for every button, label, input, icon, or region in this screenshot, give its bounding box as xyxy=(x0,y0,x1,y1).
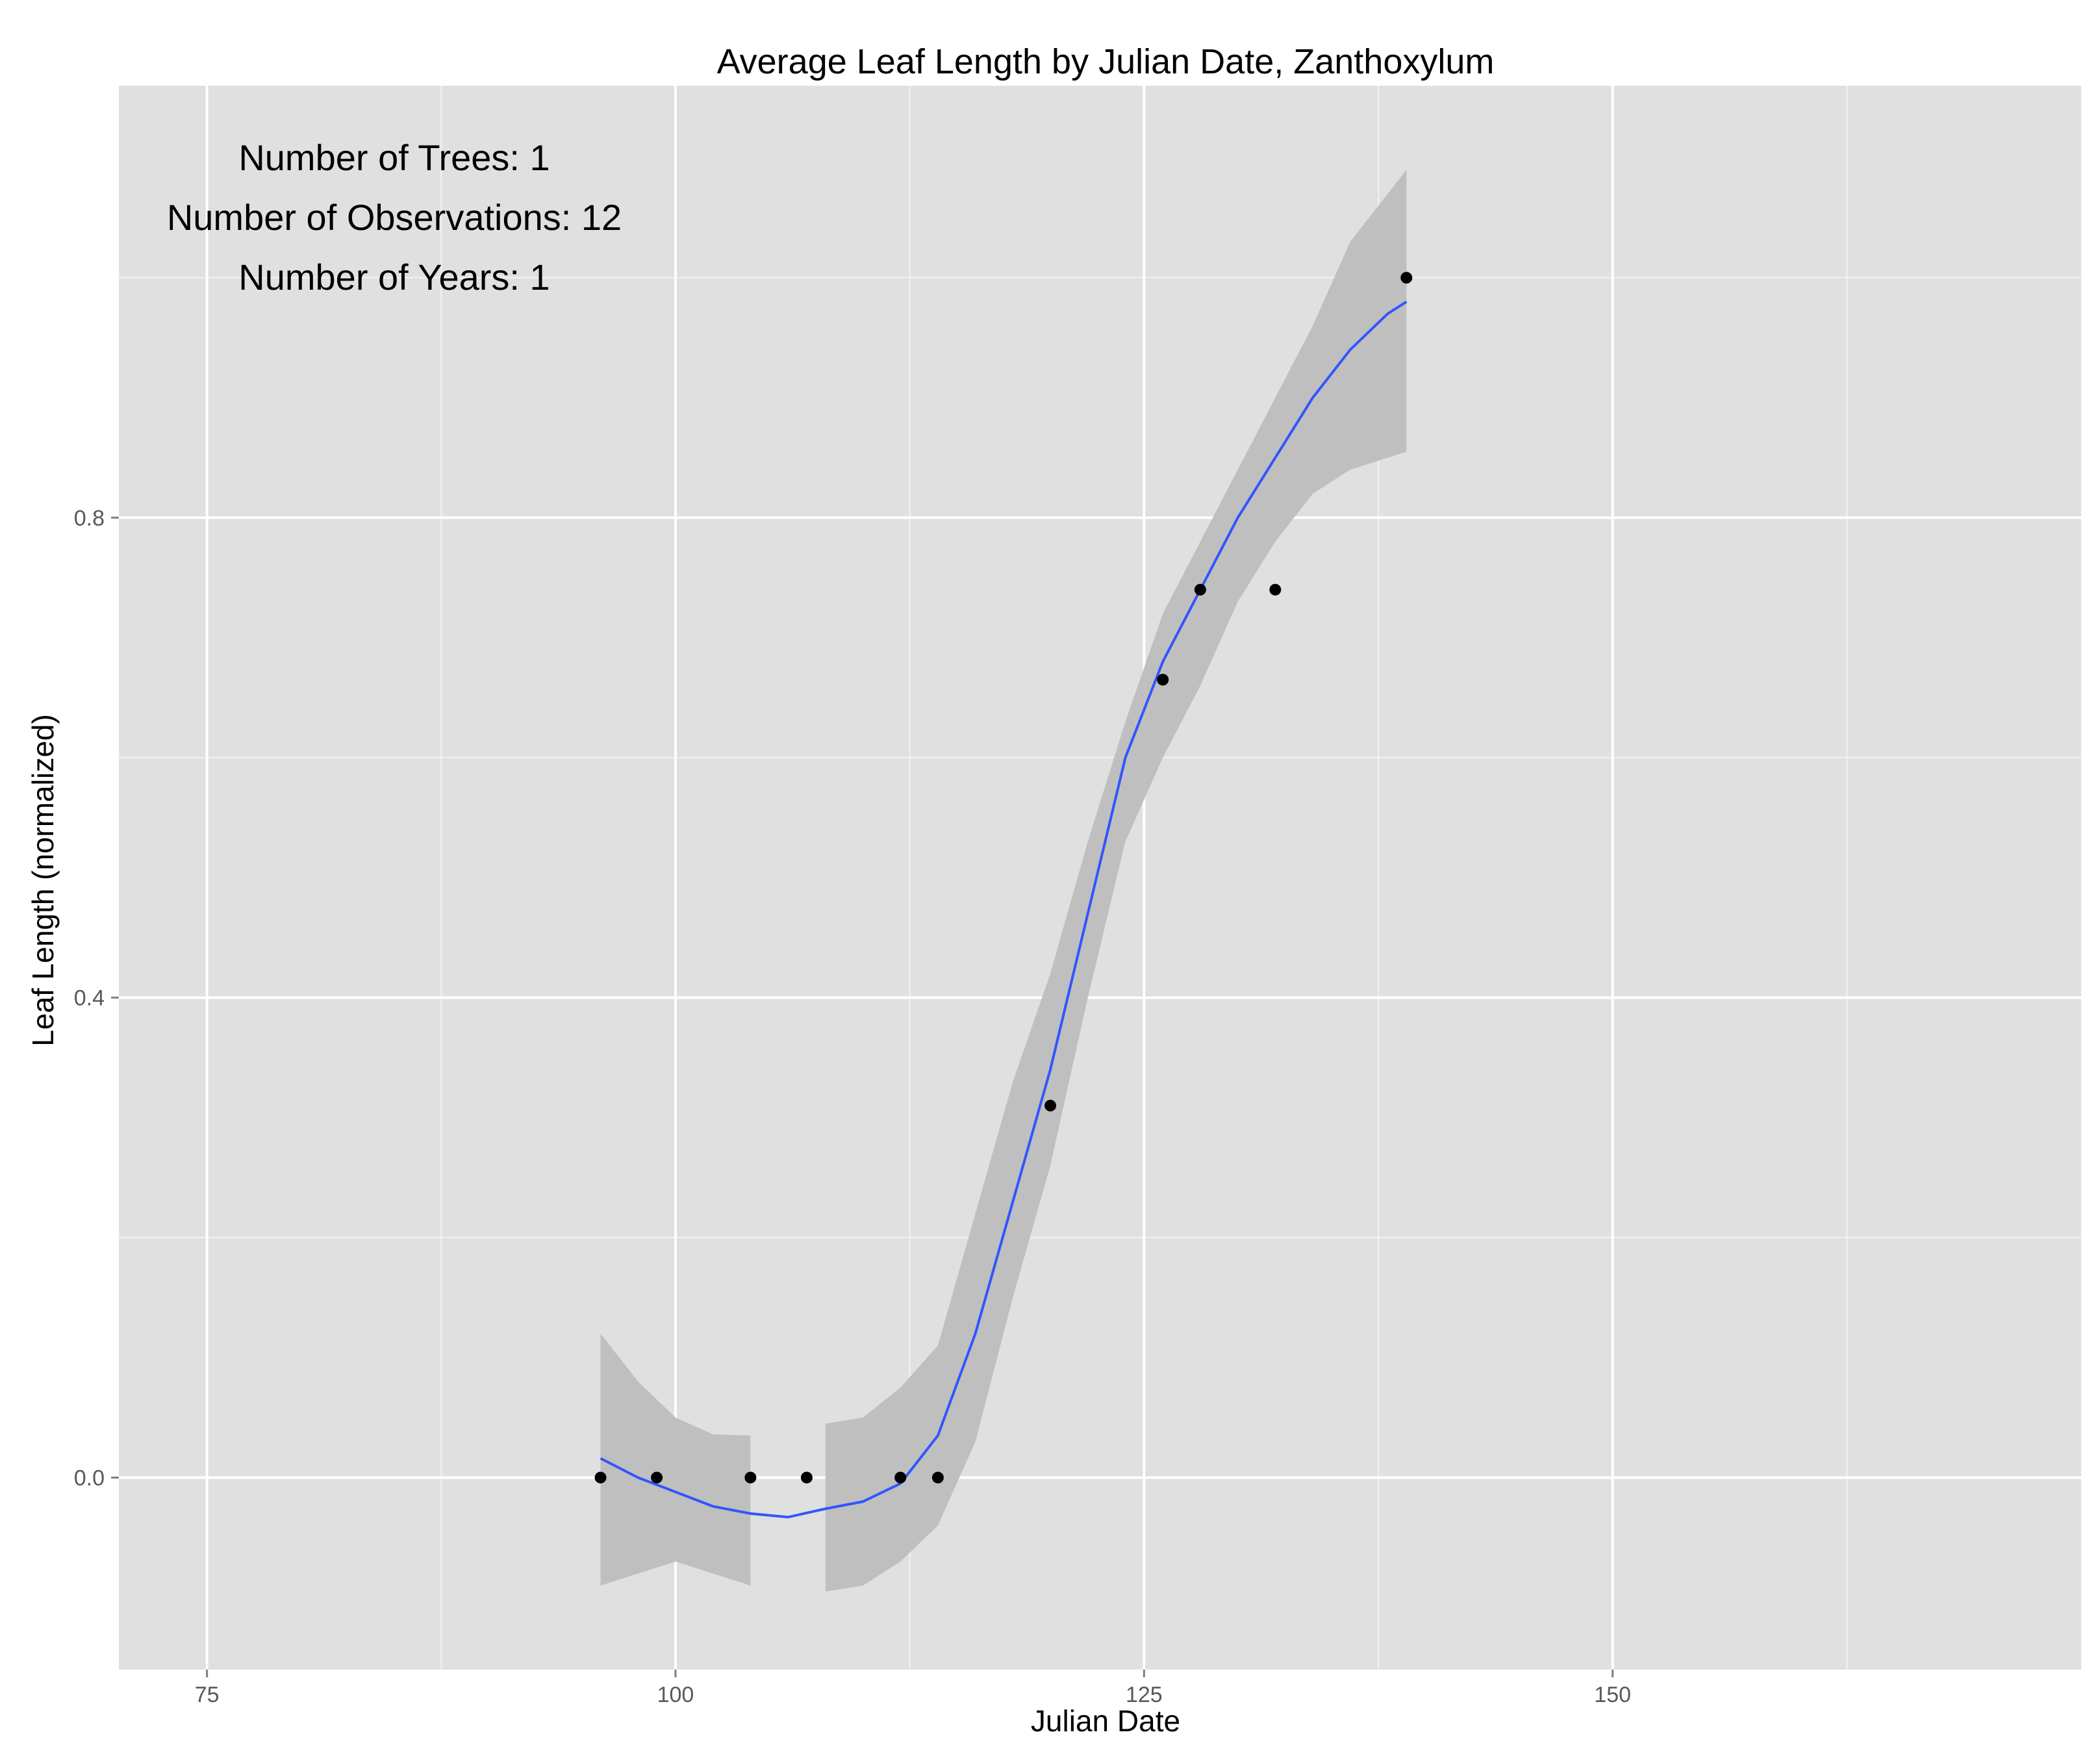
ribbon-segment xyxy=(825,170,1407,1592)
x-axis-label: Julian Date xyxy=(1031,1704,1180,1738)
data-point xyxy=(894,1471,907,1484)
major-gridlines xyxy=(119,86,2081,1670)
annotation-years: Number of Years: 1 xyxy=(238,257,550,298)
data-point xyxy=(651,1471,663,1484)
x-axis-ticks: 75 100 125 150 xyxy=(195,1670,1631,1707)
data-points xyxy=(594,272,1413,1484)
y-axis-label: Leaf Length (normalized) xyxy=(26,714,60,1046)
data-point xyxy=(594,1471,607,1484)
y-tick-label: 0.8 xyxy=(74,506,105,531)
y-tick-label: 0.4 xyxy=(74,986,105,1011)
data-point xyxy=(931,1471,944,1484)
data-point xyxy=(1194,583,1206,596)
annotation-observations: Number of Observations: 12 xyxy=(167,197,622,238)
annotation-trees: Number of Trees: 1 xyxy=(238,137,550,178)
chart-title: Average Leaf Length by Julian Date, Zant… xyxy=(717,42,1495,81)
confidence-ribbon xyxy=(600,170,1407,1592)
data-point xyxy=(1400,272,1413,284)
data-point xyxy=(1269,583,1282,596)
y-axis-ticks: 0.0 0.4 0.8 xyxy=(74,506,119,1490)
data-point xyxy=(800,1471,813,1484)
x-tick-label: 100 xyxy=(657,1683,694,1707)
x-tick-label: 75 xyxy=(195,1683,220,1707)
ribbon-segment xyxy=(600,1333,751,1586)
y-tick-label: 0.0 xyxy=(74,1466,105,1490)
data-point xyxy=(744,1471,757,1484)
x-tick-label: 150 xyxy=(1594,1683,1631,1707)
data-point xyxy=(1044,1099,1057,1112)
fit-line-path xyxy=(600,300,1408,1519)
smooth-fit-line xyxy=(600,300,1408,1519)
data-point xyxy=(1157,674,1169,686)
x-tick-label: 125 xyxy=(1126,1683,1163,1707)
